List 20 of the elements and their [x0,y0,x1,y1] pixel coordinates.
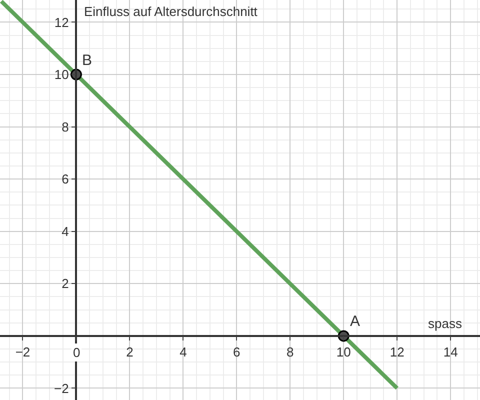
y-tick-label: 4 [62,224,69,239]
x-tick-label: 12 [390,344,404,360]
y-tick-label: 6 [62,172,69,187]
x-tick-label: 10 [336,344,351,360]
annotation: A [350,313,360,330]
x-tick-label: 0 [73,345,80,360]
y-tick-label: 8 [62,119,69,134]
x-tick-label: 4 [180,344,187,360]
x-tick-label: −2 [15,344,30,360]
y-tick-label: 10 [54,67,69,82]
y-tick-label: 12 [54,14,69,30]
y-tick-label: 2 [62,276,69,292]
x-axis-title: spass [428,316,462,331]
y-axis-title: Einfluss auf Altersdurchschnitt [84,4,258,19]
x-tick-label: 14 [443,344,458,360]
y-tick-label: −2 [54,380,69,396]
x-tick-label: 8 [286,344,294,360]
annotation: B [82,52,92,69]
x-tick-label: 6 [233,344,240,360]
x-tick-label: 2 [126,344,134,360]
